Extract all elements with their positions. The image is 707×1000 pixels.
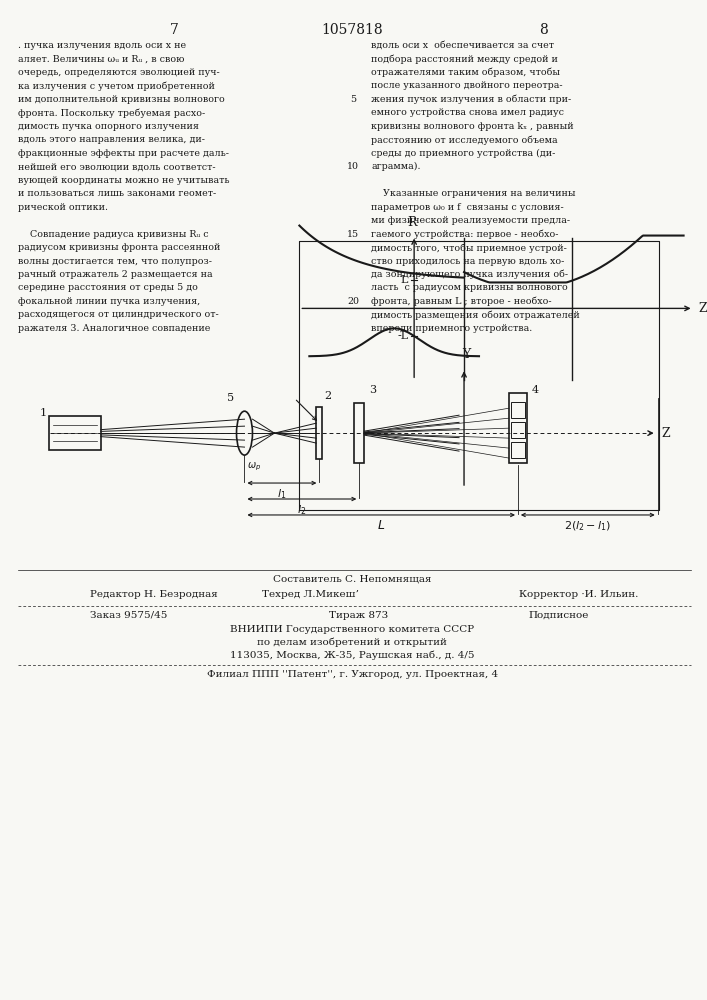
Text: по делам изобретений и открытий: по делам изобретений и открытий xyxy=(257,638,448,647)
Text: 2: 2 xyxy=(325,391,332,401)
Text: Y: Y xyxy=(462,348,470,361)
Text: 5: 5 xyxy=(228,393,235,403)
Text: Составитель С. Непомнящая: Составитель С. Непомнящая xyxy=(273,575,431,584)
Text: 1: 1 xyxy=(40,408,47,418)
Text: радиусом кривизны фронта рассеянной: радиусом кривизны фронта рассеянной xyxy=(18,243,221,252)
Text: кривизны волнового фронта kₓ , равный: кривизны волнового фронта kₓ , равный xyxy=(371,122,574,131)
Text: волны достигается тем, что полупроз-: волны достигается тем, что полупроз- xyxy=(18,257,212,266)
Text: Подписное: Подписное xyxy=(529,611,589,620)
Text: ми физической реализуемости предла-: ми физической реализуемости предла- xyxy=(371,216,571,225)
Text: $\mathit{l}_2$: $\mathit{l}_2$ xyxy=(297,503,307,517)
Text: 8: 8 xyxy=(539,23,548,37)
Text: жения пучок излучения в области при-: жения пучок излучения в области при- xyxy=(371,95,571,104)
Text: димость того, чтобы приемное устрой-: димость того, чтобы приемное устрой- xyxy=(371,243,567,253)
Text: $2(l_2 - l_1)$: $2(l_2 - l_1)$ xyxy=(564,519,612,533)
Text: 15: 15 xyxy=(347,230,359,239)
Text: фракционные эффекты при расчете даль-: фракционные эффекты при расчете даль- xyxy=(18,149,229,158)
Text: 113035, Москва, Ж-35, Раушская наб., д. 4/5: 113035, Москва, Ж-35, Раушская наб., д. … xyxy=(230,651,474,660)
Text: Техред Л.Микешʼ: Техред Л.Микешʼ xyxy=(262,590,359,599)
Text: Филиал ППП ''Патент'', г. Ужгород, ул. Проектная, 4: Филиал ППП ''Патент'', г. Ужгород, ул. П… xyxy=(206,670,498,679)
Text: -L: -L xyxy=(397,331,408,341)
Text: фронта, равным L ; второе - необхо-: фронта, равным L ; второе - необхо- xyxy=(371,297,552,306)
Text: рачный отражатель 2 размещается на: рачный отражатель 2 размещается на xyxy=(18,270,213,279)
Bar xyxy=(316,407,322,459)
Text: L: L xyxy=(401,275,408,285)
Text: 1057818: 1057818 xyxy=(322,23,383,37)
Text: расходящегося от цилиндрического от-: расходящегося от цилиндрического от- xyxy=(18,310,218,319)
Text: расстоянию от исследуемого объема: расстоянию от исследуемого объема xyxy=(371,135,558,145)
Text: вующей координаты можно не учитывать: вующей координаты можно не учитывать xyxy=(18,176,230,185)
Text: 5: 5 xyxy=(350,95,356,104)
Text: димость размещения обоих отражателей: димость размещения обоих отражателей xyxy=(371,310,580,320)
Text: фокальной линии пучка излучения,: фокальной линии пучка излучения, xyxy=(18,297,200,306)
Text: подбора расстояний между средой и: подбора расстояний между средой и xyxy=(371,54,558,64)
Text: середине расстояния от среды 5 до: середине расстояния от среды 5 до xyxy=(18,283,198,292)
Text: и пользоваться лишь законами геомет-: и пользоваться лишь законами геомет- xyxy=(18,189,216,198)
Text: Заказ 9575/45: Заказ 9575/45 xyxy=(90,611,167,620)
Text: Совпадение радиуса кривизны Rᵤ с: Совпадение радиуса кривизны Rᵤ с xyxy=(18,230,209,239)
Text: после указанного двойного переотра-: после указанного двойного переотра- xyxy=(371,81,563,90)
Text: отражателями таким образом, чтобы: отражателями таким образом, чтобы xyxy=(371,68,560,77)
Text: ражателя 3. Аналогичное совпадение: ражателя 3. Аналогичное совпадение xyxy=(18,324,211,333)
Text: $\mathit{L}$: $\mathit{L}$ xyxy=(377,519,385,532)
Text: Z: Z xyxy=(699,302,707,315)
Bar xyxy=(354,403,364,463)
Text: Редактор Н. Безродная: Редактор Н. Безродная xyxy=(90,590,218,599)
Text: 3: 3 xyxy=(369,385,376,395)
Text: ВНИИПИ Государственного комитета СССР: ВНИИПИ Государственного комитета СССР xyxy=(230,625,474,634)
Text: фронта. Поскольку требуемая расхо-: фронта. Поскольку требуемая расхо- xyxy=(18,108,205,118)
Text: емного устройства снова имел радиус: емного устройства снова имел радиус xyxy=(371,108,564,117)
Text: R: R xyxy=(407,216,417,229)
Text: 20: 20 xyxy=(347,297,359,306)
Bar xyxy=(511,422,525,438)
Text: 7: 7 xyxy=(170,23,179,37)
Text: Корректор ·И. Ильин.: Корректор ·И. Ильин. xyxy=(519,590,638,599)
Text: ство приходилось на первую вдоль хо-: ство приходилось на первую вдоль хо- xyxy=(371,257,565,266)
Text: среды до приемного устройства (ди-: среды до приемного устройства (ди- xyxy=(371,149,556,158)
Text: ласть  с радиусом кривизны волнового: ласть с радиусом кривизны волнового xyxy=(371,283,568,292)
Text: аляет. Величины ωᵤ и Rᵤ , в свою: аляет. Величины ωᵤ и Rᵤ , в свою xyxy=(18,54,185,63)
Text: да зондирующего пучка излучения об-: да зондирующего пучка излучения об- xyxy=(371,270,568,279)
Text: $\mathit{l}_1$: $\mathit{l}_1$ xyxy=(277,487,286,501)
Text: Тираж 873: Тираж 873 xyxy=(329,611,389,620)
Text: Указанные ограничения на величины: Указанные ограничения на величины xyxy=(371,189,575,198)
Text: вдоль оси х  обеспечивается за счет: вдоль оси х обеспечивается за счет xyxy=(371,41,554,50)
Text: рической оптики.: рической оптики. xyxy=(18,203,108,212)
Text: им дополнительной кривизны волнового: им дополнительной кривизны волнового xyxy=(18,95,225,104)
Text: нейшей его эволюции вдоль соответст-: нейшей его эволюции вдоль соответст- xyxy=(18,162,216,171)
Text: ка излучения с учетом приобретенной: ка излучения с учетом приобретенной xyxy=(18,81,215,91)
Text: вдоль этого направления велика, ди-: вдоль этого направления велика, ди- xyxy=(18,135,205,144)
Bar xyxy=(511,442,525,458)
Text: параметров ω₀ и f  связаны с условия-: параметров ω₀ и f связаны с условия- xyxy=(371,203,564,212)
Text: . пучка излучения вдоль оси х не: . пучка излучения вдоль оси х не xyxy=(18,41,186,50)
Text: впереди приемного устройства.: впереди приемного устройства. xyxy=(371,324,532,333)
Text: димость пучка опорного излучения: димость пучка опорного излучения xyxy=(18,122,199,131)
Text: аграмма).: аграмма). xyxy=(371,162,421,171)
Bar xyxy=(509,393,527,463)
Bar xyxy=(49,416,101,450)
Text: гаемого устройства: первое - необхо-: гаемого устройства: первое - необхо- xyxy=(371,230,559,239)
Text: $\omega_p$: $\omega_p$ xyxy=(247,461,262,473)
Text: 4: 4 xyxy=(532,385,539,395)
Text: очередь, определяются эволюцией пуч-: очередь, определяются эволюцией пуч- xyxy=(18,68,220,77)
Bar xyxy=(511,402,525,418)
Text: Z: Z xyxy=(662,427,670,440)
Text: 10: 10 xyxy=(347,162,359,171)
